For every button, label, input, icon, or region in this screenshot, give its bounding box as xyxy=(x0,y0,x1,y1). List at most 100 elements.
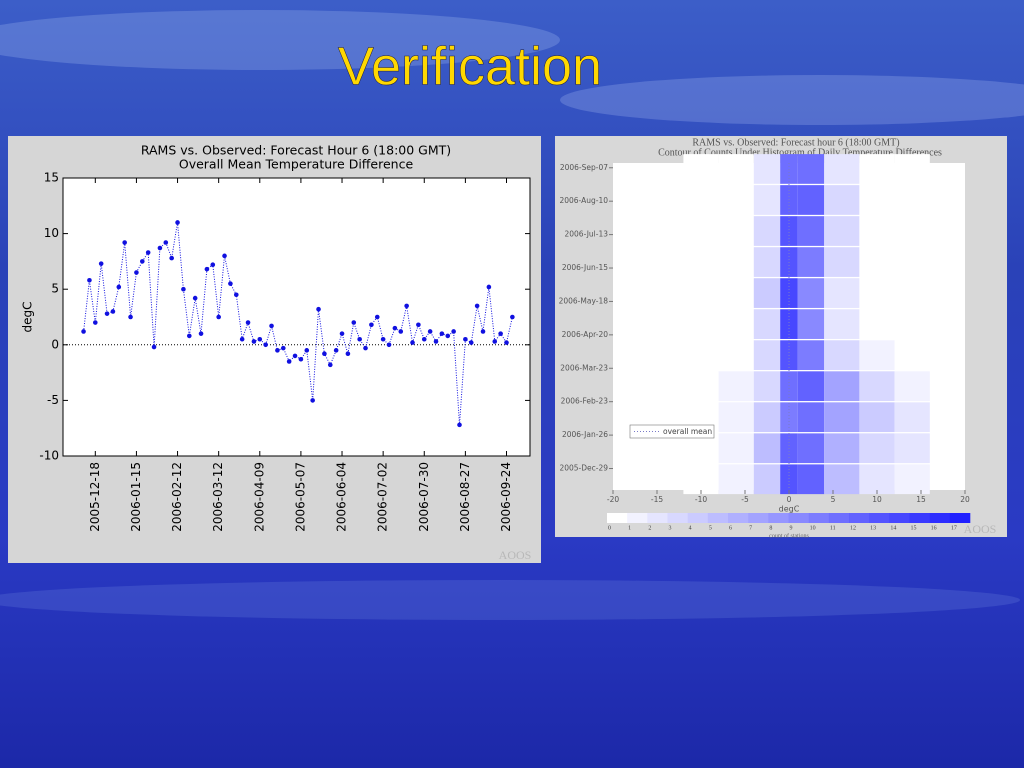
x-axis-label: degC xyxy=(779,505,800,514)
chart-title: RAMS vs. Observed: Forecast hour 6 (18:0… xyxy=(692,137,899,148)
data-point xyxy=(292,353,298,359)
data-point xyxy=(380,336,386,342)
data-point xyxy=(251,339,257,344)
data-point xyxy=(316,306,321,312)
data-point xyxy=(474,303,480,309)
heat-cell xyxy=(753,247,781,277)
y-tick-label: 2006-Apr-20 xyxy=(562,330,609,339)
colorbar-segment xyxy=(667,513,688,523)
y-tick-label: 2006-Mar-23 xyxy=(560,363,608,372)
heat-cell xyxy=(894,371,930,402)
x-tick-label: 20 xyxy=(960,495,970,504)
y-tick-label: 2006-Feb-23 xyxy=(561,397,609,406)
colorbar-segment xyxy=(849,513,870,523)
x-tick-label: -15 xyxy=(651,495,663,504)
colorbar-segment xyxy=(607,513,628,523)
heat-cell xyxy=(753,216,781,246)
data-point xyxy=(169,255,174,261)
heat-cell xyxy=(753,371,781,402)
heat-cell xyxy=(894,185,930,215)
heat-cell xyxy=(894,309,930,339)
colorbar-segment xyxy=(768,513,789,523)
heat-cell xyxy=(824,464,860,495)
data-point xyxy=(151,344,157,350)
colorbar-tick-label: 13 xyxy=(870,525,876,531)
watermark: AOOS xyxy=(499,548,532,562)
colorbar-tick-label: 12 xyxy=(850,525,856,531)
colorbar-segment xyxy=(647,513,668,523)
data-point xyxy=(122,240,127,245)
heat-cell xyxy=(683,185,719,215)
heat-cell xyxy=(894,278,930,308)
x-tick-label: 2006-01-15 xyxy=(129,462,143,532)
colorbar-tick-label: 0 xyxy=(608,525,611,531)
x-tick-label: 2006-07-30 xyxy=(417,462,431,532)
data-point xyxy=(157,245,163,251)
heat-cell xyxy=(824,402,860,433)
x-tick-label: 2006-07-02 xyxy=(376,462,390,532)
heat-cell xyxy=(683,309,719,339)
colorbar-segment xyxy=(909,513,930,523)
data-point xyxy=(245,320,251,325)
heat-cell xyxy=(859,464,895,495)
data-point xyxy=(386,342,392,348)
y-tick-label: 15 xyxy=(44,171,59,185)
colorbar-tick-label: 5 xyxy=(709,525,712,531)
data-point xyxy=(486,284,492,290)
x-tick-label: 2006-02-12 xyxy=(170,462,184,532)
colorbar-tick-label: 17 xyxy=(951,525,957,531)
heat-cell xyxy=(859,309,895,339)
heat-cell xyxy=(718,402,754,433)
colorbar-segment xyxy=(929,513,951,523)
x-tick-label: 2006-06-04 xyxy=(335,462,349,532)
y-tick-label: 5 xyxy=(51,282,59,296)
data-point xyxy=(421,336,427,342)
heat-cell xyxy=(718,154,754,184)
heat-cell xyxy=(859,185,895,215)
y-tick-label: 2006-Jul-13 xyxy=(564,230,608,239)
heat-cell xyxy=(718,278,754,308)
heat-cell xyxy=(683,154,719,184)
x-tick-label: -5 xyxy=(741,495,749,504)
heat-cell xyxy=(780,371,798,402)
colorbar-tick-label: 4 xyxy=(689,525,692,531)
heat-cell xyxy=(824,247,860,277)
heat-cell xyxy=(797,464,825,495)
heat-cell xyxy=(753,433,781,464)
data-point xyxy=(374,314,380,320)
x-tick-label: 2006-04-09 xyxy=(252,462,266,532)
data-point xyxy=(351,320,357,325)
data-point xyxy=(363,345,368,351)
colorbar-segment xyxy=(949,513,971,523)
heat-cell xyxy=(780,216,798,246)
heat-cell xyxy=(824,340,860,371)
heat-cell xyxy=(780,402,798,433)
heat-cell xyxy=(797,278,825,308)
data-point xyxy=(510,314,515,320)
heat-cell xyxy=(894,247,930,277)
heat-cell xyxy=(718,216,754,246)
data-point xyxy=(87,278,92,283)
y-tick-label: 2006-Jan-26 xyxy=(562,430,608,439)
heat-cell xyxy=(780,154,798,184)
x-tick-label: 0 xyxy=(787,495,792,504)
heat-cell xyxy=(797,247,825,277)
colorbar-segment xyxy=(687,513,709,523)
data-point xyxy=(398,329,404,334)
heat-cell xyxy=(753,464,781,495)
data-point xyxy=(110,309,116,314)
colorbar-tick-label: 10 xyxy=(810,525,816,531)
heat-cell xyxy=(894,464,930,495)
plot-area xyxy=(62,177,531,457)
data-point xyxy=(81,329,86,334)
colorbar-tick-label: 9 xyxy=(790,525,793,531)
colorbar-tick-label: 2 xyxy=(648,525,651,531)
x-tick-label: 5 xyxy=(831,495,836,504)
colorbar-segment xyxy=(728,513,749,523)
heat-cell xyxy=(824,371,860,402)
data-point xyxy=(492,339,498,344)
x-tick-label: 15 xyxy=(916,495,926,504)
heat-cell xyxy=(824,154,860,184)
heat-cell xyxy=(894,402,930,433)
data-point xyxy=(204,266,210,272)
